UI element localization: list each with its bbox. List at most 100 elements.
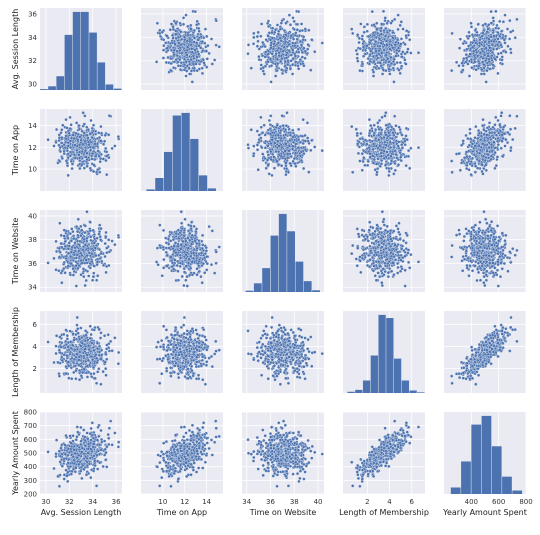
scatter-point bbox=[270, 30, 274, 35]
scatter-point bbox=[397, 125, 401, 129]
scatter-point bbox=[373, 40, 378, 44]
scatter-point bbox=[296, 67, 301, 71]
scatter-point bbox=[284, 169, 288, 174]
scatter-point bbox=[295, 22, 299, 26]
scatter-point bbox=[80, 261, 84, 265]
scatter-point bbox=[361, 159, 365, 164]
panel-2-0 bbox=[40, 210, 122, 292]
scatter-point bbox=[266, 144, 270, 148]
scatter-point bbox=[98, 156, 103, 161]
scatter-point bbox=[105, 150, 109, 154]
scatter-point bbox=[52, 144, 56, 148]
scatter-point bbox=[291, 159, 295, 163]
scatter-point bbox=[502, 132, 507, 136]
scatter-point bbox=[97, 131, 101, 135]
scatter-point bbox=[283, 133, 288, 137]
scatter-point bbox=[309, 68, 313, 72]
scatter-point bbox=[81, 142, 85, 146]
scatter-point bbox=[65, 164, 70, 168]
scatter-point bbox=[88, 261, 92, 266]
scatter-point bbox=[95, 236, 99, 240]
scatter-point bbox=[277, 51, 281, 55]
scatter-point bbox=[464, 53, 468, 57]
scatter-point bbox=[474, 164, 478, 168]
scatter-point bbox=[368, 53, 372, 57]
scatter-point bbox=[374, 35, 379, 40]
scatter-point bbox=[287, 13, 292, 17]
scatter-point bbox=[68, 254, 73, 259]
scatter-point bbox=[190, 273, 195, 277]
scatter-point bbox=[393, 149, 397, 153]
panel-1-3 bbox=[343, 109, 425, 191]
scatter-point bbox=[280, 68, 284, 72]
scatter-point bbox=[358, 47, 362, 51]
scatter-point bbox=[289, 59, 293, 63]
scatter-point bbox=[272, 42, 276, 46]
scatter-point bbox=[501, 20, 506, 24]
scatter-point bbox=[388, 39, 392, 44]
scatter-point bbox=[379, 154, 384, 158]
scatter-point bbox=[57, 159, 62, 163]
scatter-point bbox=[393, 17, 397, 22]
scatter-point bbox=[77, 249, 81, 253]
scatter-point bbox=[303, 139, 307, 143]
scatter-point bbox=[380, 22, 384, 26]
scatter-point bbox=[75, 253, 79, 257]
scatter-point bbox=[387, 169, 391, 174]
scatter-point bbox=[259, 34, 263, 38]
histogram-bar bbox=[72, 11, 81, 90]
scatter-point bbox=[99, 139, 103, 143]
scatter-point bbox=[369, 123, 373, 128]
scatter-point bbox=[355, 52, 359, 56]
scatter-point bbox=[282, 45, 286, 49]
scatter-point bbox=[86, 231, 91, 236]
scatter-point bbox=[507, 37, 512, 41]
scatter-point bbox=[90, 126, 94, 131]
scatter-point bbox=[484, 80, 488, 84]
scatter-point bbox=[291, 16, 295, 20]
scatter-point bbox=[469, 57, 474, 62]
scatter-point bbox=[100, 259, 104, 264]
scatter-point bbox=[416, 145, 421, 150]
scatter-point bbox=[277, 144, 281, 148]
scatter-point bbox=[262, 123, 266, 127]
scatter-point bbox=[86, 246, 90, 251]
scatter-point bbox=[286, 152, 290, 156]
scatter-point bbox=[284, 172, 288, 177]
scatter-point bbox=[489, 21, 493, 25]
scatter-point bbox=[86, 127, 90, 132]
scatter-point bbox=[57, 269, 61, 273]
scatter-point bbox=[63, 145, 67, 150]
scatter-point bbox=[472, 153, 477, 157]
scatter-point bbox=[74, 284, 78, 288]
scatter-point bbox=[246, 43, 251, 47]
scatter-point bbox=[104, 230, 108, 235]
y-tick-label: 40 bbox=[28, 212, 37, 220]
scatter-point bbox=[97, 135, 102, 140]
histogram-bar bbox=[172, 115, 181, 191]
scatter-point bbox=[368, 138, 372, 143]
scatter-point bbox=[408, 38, 412, 42]
scatter-point bbox=[495, 23, 499, 28]
scatter-point bbox=[74, 260, 78, 264]
scatter-point bbox=[279, 128, 283, 133]
scatter-point bbox=[255, 148, 260, 152]
scatter-point bbox=[459, 70, 464, 74]
scatter-point bbox=[161, 56, 166, 60]
scatter-point bbox=[88, 148, 93, 152]
scatter-point bbox=[95, 260, 100, 264]
scatter-point bbox=[494, 115, 498, 120]
scatter-point bbox=[479, 134, 484, 138]
scatter-point bbox=[262, 72, 266, 76]
scatter-point bbox=[458, 168, 462, 172]
scatter-point bbox=[400, 146, 405, 150]
scatter-point bbox=[269, 149, 273, 154]
scatter-point bbox=[184, 13, 188, 17]
histogram-bar bbox=[40, 89, 48, 90]
scatter-point bbox=[378, 164, 382, 168]
scatter-point bbox=[388, 47, 392, 51]
scatter-point bbox=[179, 42, 183, 47]
scatter-point bbox=[59, 241, 63, 246]
scatter-point bbox=[499, 146, 503, 150]
scatter-point bbox=[286, 156, 290, 160]
